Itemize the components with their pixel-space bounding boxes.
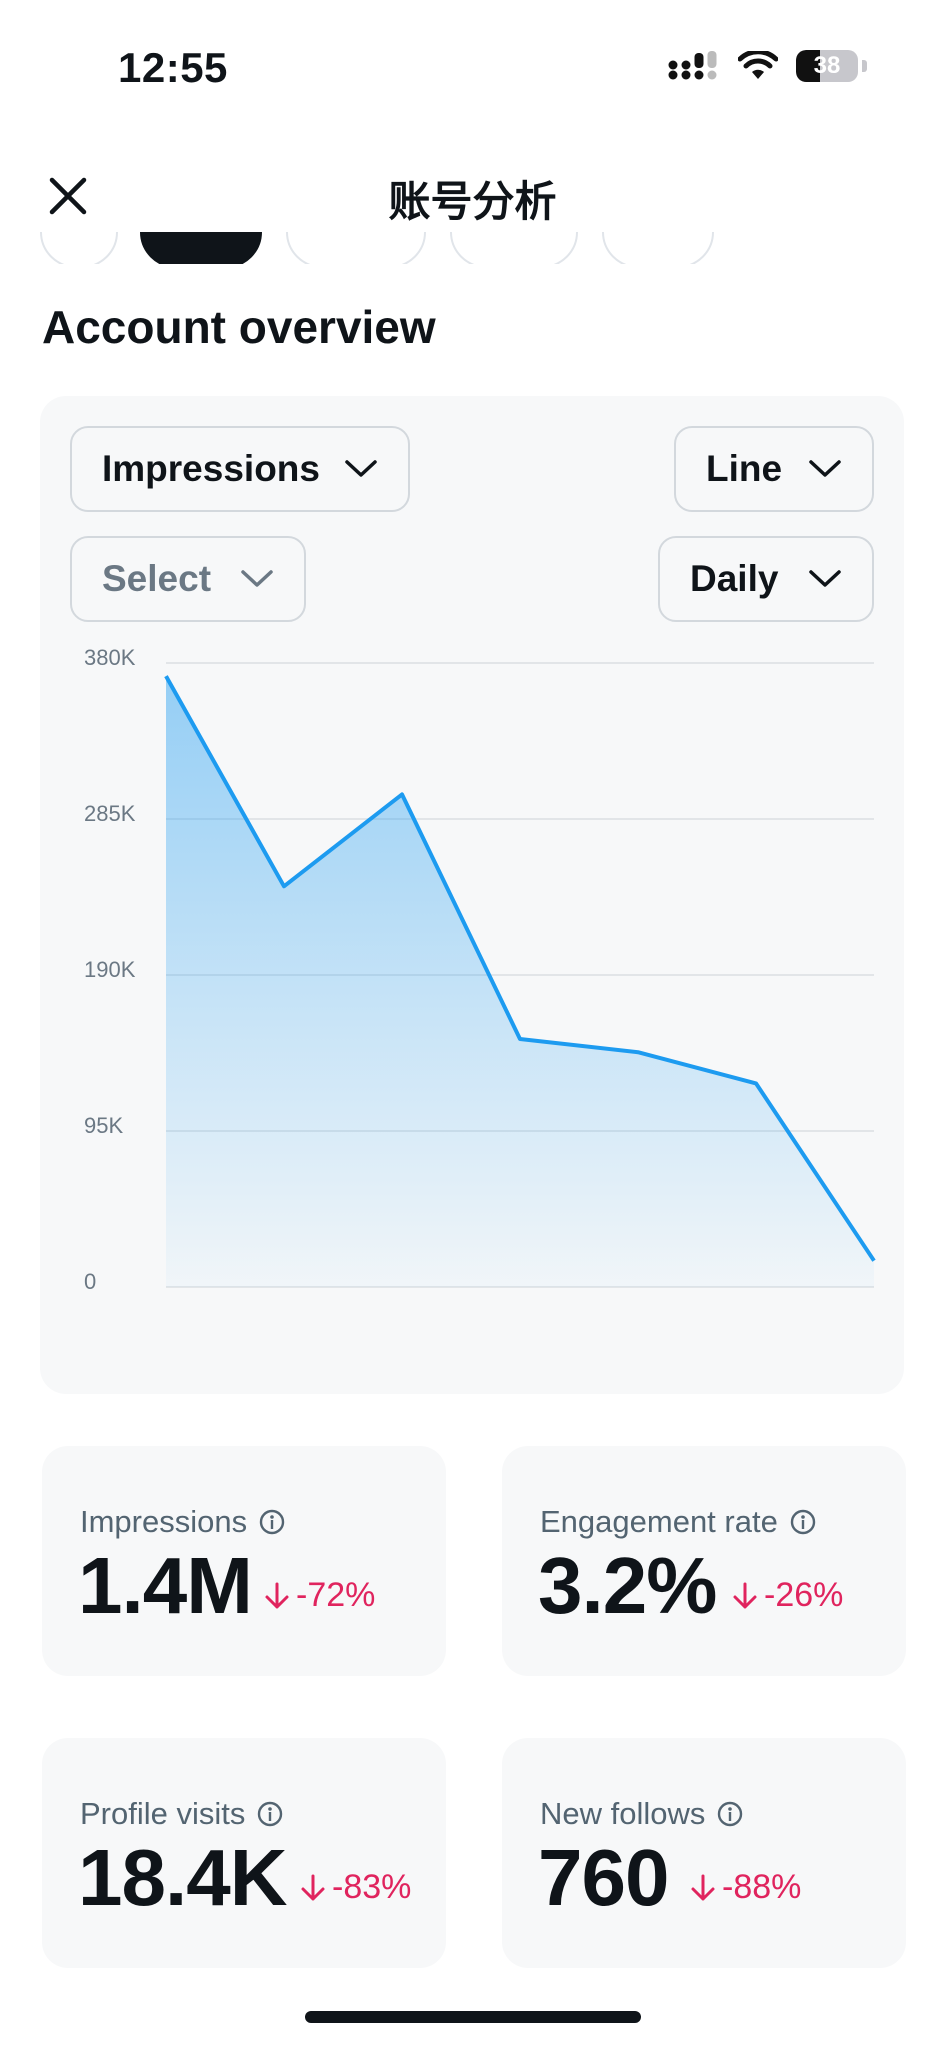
tab-chip[interactable] xyxy=(40,232,118,264)
y-tick-label: 380K xyxy=(84,646,136,670)
stat-label: Profile visits xyxy=(80,1796,283,1832)
battery-percent: 38 xyxy=(813,52,841,79)
stat-value: 760 xyxy=(538,1833,669,1922)
stat-change: -88% xyxy=(690,1868,801,1907)
info-icon[interactable] xyxy=(257,1801,283,1827)
impressions-area xyxy=(166,676,874,1287)
compare-dropdown[interactable]: Select xyxy=(70,536,306,622)
status-time: 12:55 xyxy=(118,44,228,91)
chevron-down-icon xyxy=(809,460,841,477)
stat-card-impressions[interactable]: Impressions 1.4M -72% xyxy=(42,1446,446,1676)
stat-change-text: -72% xyxy=(296,1576,376,1614)
close-button[interactable] xyxy=(42,170,94,222)
y-tick-label: 190K xyxy=(84,957,136,982)
tab-chip[interactable] xyxy=(286,232,426,264)
stat-label: New follows xyxy=(540,1796,743,1832)
arrow-down-icon xyxy=(265,1582,289,1608)
chevron-down-icon xyxy=(345,460,377,477)
chart-card: Impressions Line Select Daily 380K 285K 19… xyxy=(40,396,904,1394)
wifi-icon xyxy=(738,51,778,79)
metric-dropdown-label: Impressions xyxy=(102,448,320,489)
stat-value: 3.2% xyxy=(538,1541,717,1630)
chevron-down-icon xyxy=(809,570,841,587)
interval-dropdown[interactable]: Daily xyxy=(658,536,874,622)
interval-dropdown-label: Daily xyxy=(690,558,779,599)
arrow-down-icon xyxy=(691,1874,715,1900)
stat-change-text: -88% xyxy=(722,1868,802,1906)
status-icons: 38 xyxy=(668,50,867,82)
stat-label-text: Engagement rate xyxy=(540,1504,778,1539)
battery-tip xyxy=(862,60,867,72)
chart-type-dropdown-label: Line xyxy=(706,448,783,489)
stat-change: -72% xyxy=(264,1576,375,1615)
tab-chip[interactable] xyxy=(450,232,578,264)
arrow-down-icon xyxy=(733,1582,757,1608)
metric-dropdown[interactable]: Impressions xyxy=(70,426,410,512)
section-title: Account overview xyxy=(42,301,436,353)
stat-label-text: Profile visits xyxy=(80,1796,246,1831)
stat-value: 1.4M xyxy=(78,1541,253,1630)
y-tick-label: 285K xyxy=(84,801,136,826)
tab-chip-active[interactable] xyxy=(140,232,262,264)
chevron-down-icon xyxy=(241,570,273,587)
arrow-down-icon xyxy=(301,1874,325,1900)
battery-icon: 38 xyxy=(796,50,858,82)
stat-label: Engagement rate xyxy=(540,1504,816,1540)
stat-change: -26% xyxy=(732,1576,843,1615)
tab-chip-row[interactable] xyxy=(40,232,740,264)
stat-card-new-follows[interactable]: New follows 760 -88% xyxy=(502,1738,906,1968)
stat-card-engagement-rate[interactable]: Engagement rate 3.2% -26% xyxy=(502,1446,906,1676)
tab-chip[interactable] xyxy=(602,232,714,264)
stat-value: 18.4K xyxy=(78,1833,287,1922)
cellular-signal-icon xyxy=(668,51,717,80)
stat-label: Impressions xyxy=(80,1504,285,1540)
stat-change-text: -26% xyxy=(764,1576,844,1614)
home-indicator xyxy=(305,2011,641,2023)
y-tick-label: 95K xyxy=(84,1113,123,1138)
compare-dropdown-label: Select xyxy=(102,558,212,599)
page-title: 账号分析 xyxy=(388,178,557,225)
info-icon[interactable] xyxy=(717,1801,743,1827)
info-icon[interactable] xyxy=(790,1509,816,1535)
impressions-line-chart: 380K285K190K95K0Aug 4Aug 5Aug 6Aug 7Aug … xyxy=(84,646,876,1294)
stat-label-text: New follows xyxy=(540,1796,706,1831)
impressions-line xyxy=(164,675,876,1262)
y-tick-label: 0 xyxy=(84,1269,96,1294)
stat-card-profile-visits[interactable]: Profile visits 18.4K -83% xyxy=(42,1738,446,1968)
stat-change-text: -83% xyxy=(332,1868,412,1906)
info-icon[interactable] xyxy=(259,1509,285,1535)
close-icon xyxy=(49,177,87,215)
stat-change: -83% xyxy=(300,1868,411,1907)
chart-type-dropdown[interactable]: Line xyxy=(674,426,874,512)
stat-label-text: Impressions xyxy=(80,1504,248,1539)
